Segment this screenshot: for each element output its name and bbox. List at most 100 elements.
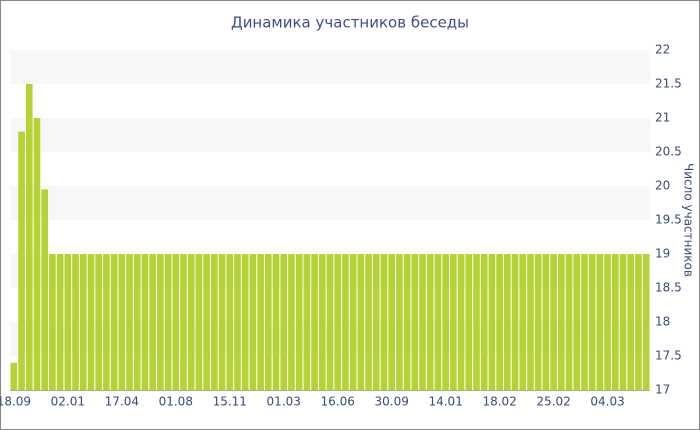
bar: [542, 254, 550, 390]
bar: [203, 254, 210, 390]
bar: [403, 254, 411, 390]
bar: [596, 254, 604, 390]
bar: [87, 254, 95, 390]
bar: [388, 254, 396, 390]
bar: [126, 254, 133, 390]
bar: [550, 254, 557, 390]
bar: [565, 254, 573, 390]
x-tick-label: 17.04: [105, 395, 139, 409]
bar: [226, 254, 234, 390]
y-tick-label: 20.5: [655, 145, 682, 159]
y-tick-label: 17: [655, 383, 670, 397]
x-tick-label: 04.03: [590, 395, 624, 409]
bar: [149, 254, 156, 390]
x-tick-label: 30.09: [375, 395, 409, 409]
y-axis-title: Число участников: [682, 163, 696, 277]
y-tick-label: 19.5: [655, 213, 682, 227]
bar: [33, 118, 41, 390]
bar: [141, 254, 149, 390]
bar: [588, 254, 596, 390]
bar: [110, 254, 118, 390]
bar: [264, 254, 272, 390]
x-tick-label: 01.08: [159, 395, 193, 409]
plot-area: [10, 50, 650, 391]
bar: [496, 254, 503, 390]
x-tick-label: 16.06: [321, 395, 355, 409]
bar: [72, 254, 79, 390]
bar: [64, 254, 72, 390]
bar: [480, 254, 488, 390]
bar: [619, 254, 627, 390]
grid-band: [10, 186, 650, 220]
bar: [303, 254, 311, 390]
bar: [611, 254, 619, 390]
grid-band: [10, 50, 650, 84]
bar: [334, 254, 342, 390]
bar: [396, 254, 403, 390]
bar: [180, 254, 187, 390]
bar: [211, 254, 218, 390]
bar: [349, 254, 357, 390]
y-tick-label: 21.5: [655, 77, 682, 91]
y-tick-label: 18: [655, 315, 670, 329]
bar: [133, 254, 141, 390]
bar: [558, 254, 565, 390]
bar: [25, 84, 33, 390]
bar: [95, 254, 102, 390]
bar: [488, 254, 496, 390]
bar: [342, 254, 349, 390]
bar: [511, 254, 519, 390]
bar: [504, 254, 511, 390]
bar: [41, 189, 49, 390]
bar: [10, 362, 18, 390]
bar: [218, 254, 226, 390]
bar: [442, 254, 449, 390]
bar: [118, 254, 126, 390]
bar: [627, 254, 635, 390]
bar: [604, 254, 611, 390]
bar: [581, 254, 588, 390]
bar: [79, 254, 87, 390]
y-tick-label: 22: [655, 43, 670, 57]
y-tick-label: 18.5: [655, 281, 682, 295]
bar: [450, 254, 457, 390]
bar: [365, 254, 372, 390]
bar: [172, 254, 180, 390]
x-tick-label: 01.03: [267, 395, 301, 409]
chart-title: Динамика участников беседы: [231, 14, 469, 32]
bar: [380, 254, 388, 390]
bar: [534, 254, 542, 390]
bar: [249, 254, 257, 390]
bar: [187, 254, 195, 390]
bar: [411, 254, 419, 390]
y-tick-label: 17.5: [655, 349, 682, 363]
y-tick-label: 19: [655, 247, 670, 261]
bar: [257, 254, 264, 390]
bar: [573, 254, 581, 390]
x-tick-label: 15.11: [213, 395, 247, 409]
x-tick-label: 18.09: [0, 395, 31, 409]
bar: [372, 254, 380, 390]
x-tick-label: 02.01: [51, 395, 85, 409]
y-tick-label: 21: [655, 111, 670, 125]
bar: [49, 254, 56, 390]
bar: [457, 254, 465, 390]
bar: [311, 254, 318, 390]
bar: [434, 254, 442, 390]
bar: [635, 254, 642, 390]
bar: [234, 254, 241, 390]
bar: [419, 254, 426, 390]
bar: [56, 254, 64, 390]
bar: [18, 131, 25, 390]
bar: [288, 254, 295, 390]
x-tick-label: 18.02: [482, 395, 516, 409]
bar: [103, 254, 110, 390]
bar: [473, 254, 480, 390]
bar: [195, 254, 203, 390]
bar: [164, 254, 172, 390]
x-tick-label: 25.02: [536, 395, 570, 409]
bar: [465, 254, 473, 390]
bar: [157, 254, 164, 390]
bar: [426, 254, 434, 390]
